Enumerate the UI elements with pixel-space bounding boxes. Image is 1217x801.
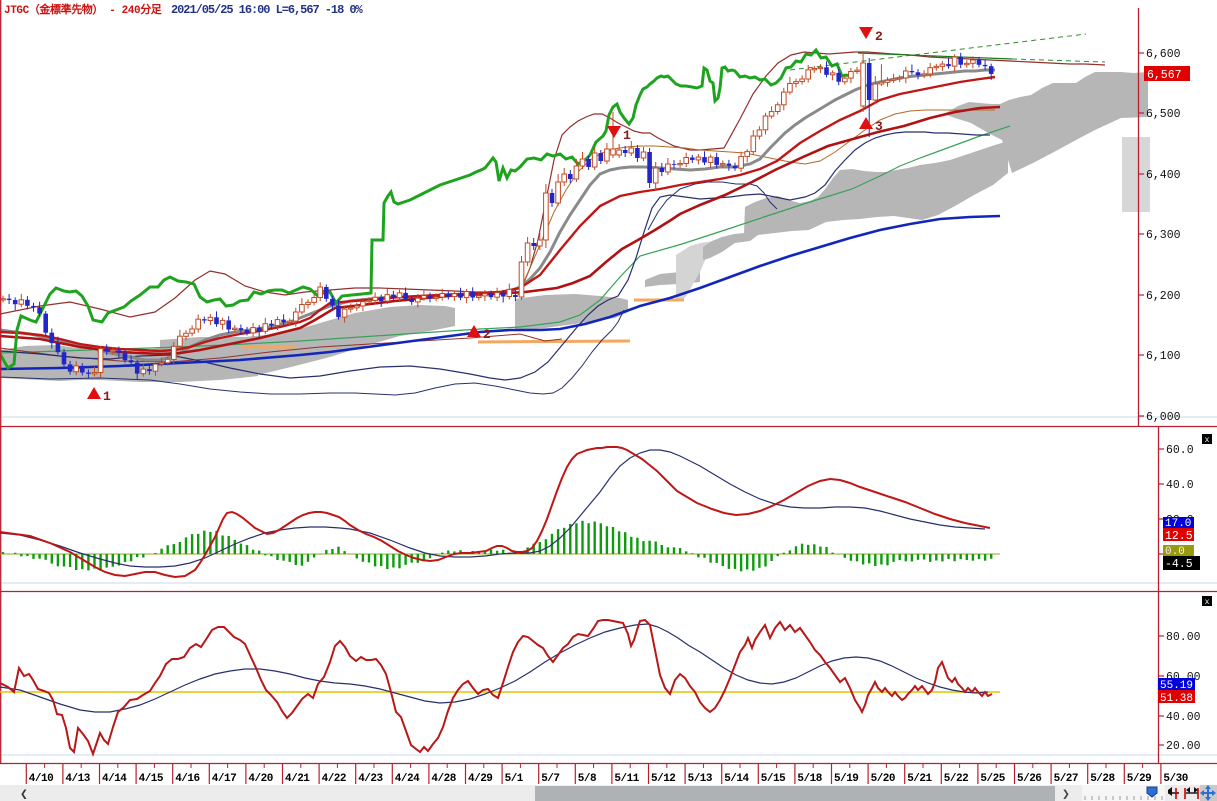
svg-text:5/12: 5/12 (651, 773, 675, 785)
svg-text:5/11: 5/11 (614, 773, 639, 785)
svg-text:6,100: 6,100 (1146, 350, 1181, 363)
svg-text:55.19: 55.19 (1160, 680, 1193, 692)
svg-text:5/30: 5/30 (1163, 773, 1187, 785)
svg-text:6,300: 6,300 (1146, 229, 1181, 242)
svg-text:6,400: 6,400 (1146, 169, 1181, 182)
svg-text:60.0: 60.0 (1166, 444, 1194, 457)
svg-text:5/8: 5/8 (578, 773, 597, 785)
svg-text:❮: ❮ (20, 787, 28, 801)
svg-text:5/25: 5/25 (980, 773, 1005, 785)
svg-text:5/1: 5/1 (505, 773, 524, 785)
svg-text:5/18: 5/18 (797, 773, 822, 785)
svg-text:x: x (1205, 436, 1210, 445)
svg-text:0.0: 0.0 (1165, 546, 1185, 558)
svg-text:6,567: 6,567 (1147, 69, 1182, 82)
svg-text:51.38: 51.38 (1160, 693, 1193, 705)
svg-text:6,000: 6,000 (1146, 411, 1181, 424)
svg-text:5/19: 5/19 (834, 773, 858, 785)
svg-text:❯: ❯ (1062, 787, 1070, 801)
svg-text:4/28: 4/28 (431, 773, 456, 785)
svg-text:4/24: 4/24 (395, 773, 420, 785)
svg-text:5/28: 5/28 (1090, 773, 1115, 785)
svg-text:6,600: 6,600 (1146, 48, 1181, 61)
svg-text:5/14: 5/14 (724, 773, 749, 785)
svg-text:4/29: 4/29 (468, 773, 492, 785)
svg-text:5/22: 5/22 (944, 773, 968, 785)
svg-text:4/13: 4/13 (65, 773, 90, 785)
svg-text:5/13: 5/13 (688, 773, 713, 785)
svg-text:2: 2 (875, 29, 883, 44)
svg-text:2021/05/25 16:00 L=6,567 -18: 2021/05/25 16:00 L=6,567 -18 0% (171, 3, 364, 17)
svg-text:5/26: 5/26 (1017, 773, 1041, 785)
svg-text:JTGC（金標準先物） - 240分足: JTGC（金標準先物） - 240分足 (4, 2, 163, 17)
svg-text:-4.5: -4.5 (1165, 558, 1193, 571)
svg-text:5/29: 5/29 (1127, 773, 1151, 785)
svg-text:1: 1 (623, 128, 631, 143)
svg-text:x: x (1205, 598, 1210, 607)
svg-text:6,500: 6,500 (1146, 108, 1181, 121)
svg-text:20.00: 20.00 (1166, 740, 1201, 753)
svg-text:4/21: 4/21 (285, 773, 310, 785)
svg-text:4/14: 4/14 (102, 773, 127, 785)
svg-text:4/23: 4/23 (358, 773, 383, 785)
svg-text:4/22: 4/22 (322, 773, 346, 785)
svg-text:2: 2 (483, 327, 491, 342)
svg-text:4/16: 4/16 (175, 773, 199, 785)
svg-text:3: 3 (875, 119, 883, 134)
svg-text:5/27: 5/27 (1054, 773, 1078, 785)
svg-text:80.00: 80.00 (1166, 631, 1201, 644)
svg-text:17.0: 17.0 (1165, 518, 1191, 530)
svg-text:40.00: 40.00 (1166, 711, 1201, 724)
svg-text:5/20: 5/20 (871, 773, 895, 785)
svg-text:6,200: 6,200 (1146, 290, 1181, 303)
svg-text:5/7: 5/7 (541, 773, 559, 785)
svg-text:4/10: 4/10 (29, 773, 53, 785)
svg-text:4/17: 4/17 (212, 773, 236, 785)
svg-text:40.0: 40.0 (1166, 479, 1194, 492)
svg-text:5/21: 5/21 (907, 773, 932, 785)
svg-text:1: 1 (103, 389, 111, 404)
svg-text:4/20: 4/20 (248, 773, 272, 785)
svg-text:5/15: 5/15 (761, 773, 786, 785)
svg-text:4/15: 4/15 (139, 773, 164, 785)
svg-text:12.5: 12.5 (1165, 530, 1193, 543)
